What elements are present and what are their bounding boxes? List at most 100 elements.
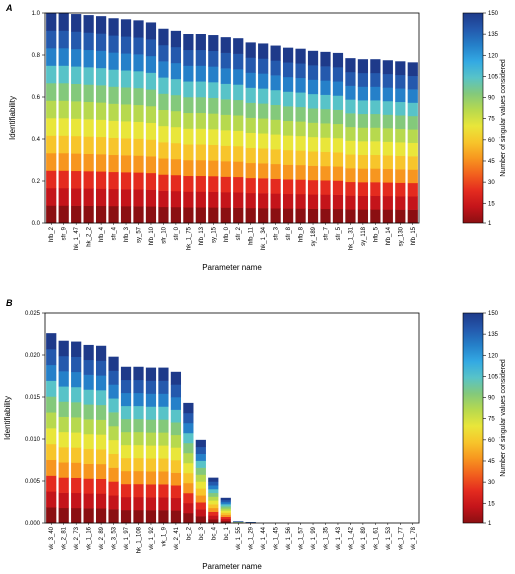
- colorbar-tick-label: 90: [488, 96, 495, 102]
- bar-segment: [220, 83, 231, 100]
- bar-segment: [258, 133, 269, 149]
- colorbar-tick-label: 120: [488, 353, 499, 359]
- bar-segment: [220, 520, 231, 524]
- bar-segment: [145, 39, 157, 57]
- bar-segment: [158, 142, 169, 159]
- bar-segment: [282, 208, 294, 224]
- panel-b-colorbar: 150 135 120 105 90 75 60 45 30 15 1: [462, 311, 499, 527]
- bar-segment: [83, 188, 94, 206]
- bar-hk_1_75: [183, 34, 194, 224]
- x-tick-label: hfb_3: [124, 226, 130, 242]
- panel-b-colorbar-title: Number of singular values considered: [500, 359, 507, 477]
- y-tick-label: 0.015: [25, 395, 41, 401]
- y-tick-label: 0.2: [32, 179, 41, 185]
- bar-segment: [120, 457, 132, 472]
- bar-segment: [170, 397, 182, 410]
- bar-segment: [145, 406, 157, 420]
- bar-segment: [220, 497, 231, 501]
- bar-segment: [270, 89, 281, 105]
- bar-segment: [120, 496, 132, 511]
- bar-segment: [120, 366, 132, 381]
- bar-segment: [282, 106, 294, 122]
- bar-segment: [108, 171, 119, 190]
- bar-segment: [108, 86, 119, 104]
- bar-segment: [395, 61, 406, 76]
- bar-segment: [120, 483, 132, 498]
- bar-segment: [195, 516, 206, 524]
- colorbar-tick-label: 30: [488, 180, 495, 186]
- bar-segment: [71, 432, 82, 448]
- bar-segment: [382, 60, 393, 75]
- bar-segment: [208, 481, 219, 486]
- bar-segment: [407, 196, 418, 210]
- bar-segment: [158, 61, 169, 78]
- bar-segment: [58, 416, 69, 433]
- bar-segment: [183, 502, 194, 514]
- bar-segment: [295, 164, 306, 180]
- bar-segment: [158, 44, 169, 62]
- x-tick-label: vk_1_29: [249, 526, 255, 549]
- bar-segment: [95, 136, 107, 155]
- bar-segment: [170, 78, 182, 96]
- bar-segment: [208, 144, 219, 161]
- bar-segment: [120, 444, 132, 459]
- bar-segment: [345, 154, 356, 169]
- bar-segment: [158, 77, 169, 94]
- bar-vk_1_9: [158, 367, 169, 524]
- bar-segment: [307, 136, 319, 152]
- bar-segment: [58, 477, 69, 493]
- bar-segment: [258, 43, 269, 59]
- x-tick-label: sfr_4: [112, 226, 118, 240]
- bar-segment: [345, 99, 356, 114]
- x-tick-label: hk_1_108: [137, 526, 143, 553]
- bar-hfb_0: [220, 37, 231, 224]
- bar-segment: [208, 129, 219, 145]
- panel-a-x-ticks: hfb_2 sfr_9 hk_1_47 hk_2_2 hfb_4 sfr_4 hfb_3 sy…: [49, 223, 417, 250]
- bar-segment: [208, 35, 219, 52]
- bar-segment: [320, 123, 331, 138]
- bar-segment: [158, 458, 169, 472]
- bar-segment: [320, 151, 331, 167]
- bar-segment: [71, 371, 82, 388]
- colorbar-tick-label: 15: [488, 501, 495, 507]
- bar-segment: [233, 99, 244, 116]
- bar-segment: [95, 508, 107, 524]
- bar-segment: [195, 49, 206, 66]
- x-tick-label: sy_189: [311, 226, 317, 246]
- bar-segment: [133, 509, 144, 524]
- bar-segment: [357, 154, 369, 169]
- bar-segment: [295, 179, 306, 195]
- bar-segment: [120, 418, 132, 433]
- bar-segment: [320, 66, 331, 81]
- bar-segment: [233, 207, 244, 224]
- bar-segment: [183, 207, 194, 224]
- bar-segment: [95, 375, 107, 391]
- bar-segment: [120, 189, 132, 207]
- x-tick-label: vk_1_53: [386, 526, 392, 549]
- bar-segment: [58, 83, 69, 101]
- bar-segment: [220, 145, 231, 162]
- bar-hk_2_2: [83, 15, 94, 224]
- bar-segment: [195, 453, 206, 461]
- bar-segment: [170, 447, 182, 461]
- x-tick-label: hfb_15: [411, 226, 417, 245]
- bar-segment: [108, 52, 119, 70]
- bar-segment: [120, 19, 132, 37]
- bar-segment: [170, 434, 182, 448]
- panel-b-letter: B: [6, 298, 13, 308]
- bar-segment: [95, 449, 107, 465]
- bar-segment: [71, 356, 82, 373]
- bar-segment: [170, 142, 182, 160]
- bar-segment: [295, 63, 306, 79]
- bar-segment: [208, 504, 219, 509]
- bar-segment: [58, 355, 69, 372]
- bar-segment: [307, 208, 319, 224]
- bar-segment: [170, 158, 182, 176]
- bar-segment: [208, 191, 219, 208]
- panel-b-x-ticks: vk_3_40 vk_2_81 vk_2_73 vk_1_16 vk_2_89 vk_3_…: [49, 523, 417, 553]
- bar-segment: [382, 73, 393, 88]
- bar-segment: [382, 168, 393, 183]
- bar-segment: [370, 100, 381, 115]
- bar-segment: [357, 72, 369, 87]
- bar-segment: [320, 51, 331, 67]
